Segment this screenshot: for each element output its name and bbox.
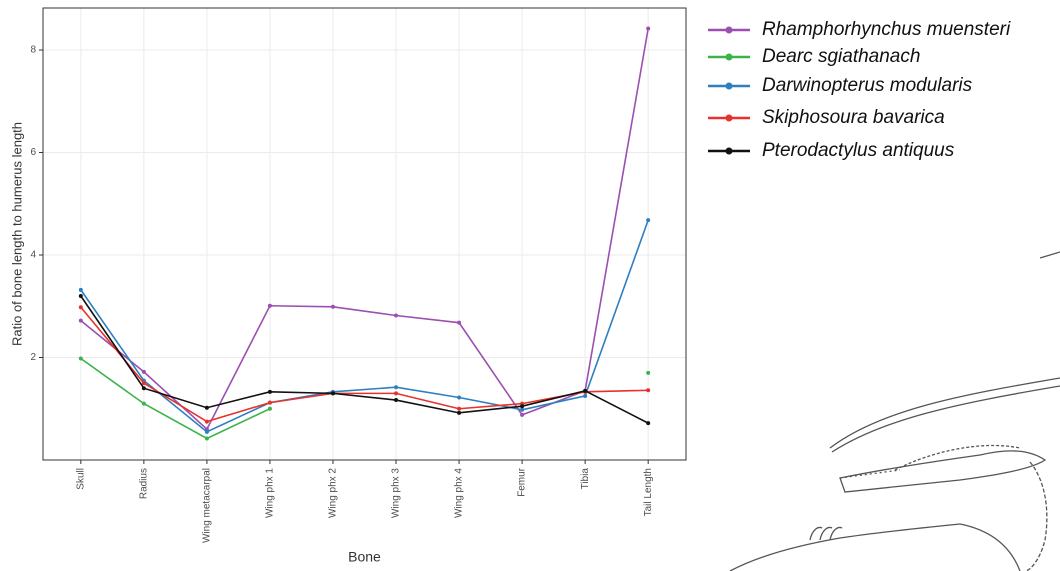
y-tick-label: 8: [30, 45, 36, 56]
data-point: [142, 381, 146, 385]
data-point: [646, 421, 650, 425]
x-tick-label: Skull: [75, 468, 86, 490]
data-point: [394, 313, 398, 317]
legend-key-point: [726, 83, 733, 90]
y-tick-label: 4: [30, 250, 36, 261]
data-point: [142, 386, 146, 390]
data-point: [394, 385, 398, 389]
data-point: [205, 436, 209, 440]
data-point: [79, 357, 83, 361]
x-tick-label: Wing phx 2: [328, 468, 339, 518]
data-point: [268, 304, 272, 308]
data-point: [520, 413, 524, 417]
data-point: [457, 321, 461, 325]
data-point: [205, 430, 209, 434]
legend-key-point: [726, 148, 733, 155]
data-point: [268, 407, 272, 411]
legend-key-point: [726, 115, 733, 122]
x-tick-label: Wing phx 3: [391, 468, 402, 518]
data-point: [394, 391, 398, 395]
data-point: [394, 398, 398, 402]
x-tick-label: Tail Length: [643, 468, 654, 516]
legend-label: Dearc sgiathanach: [762, 46, 920, 67]
data-point: [457, 411, 461, 415]
y-axis-label: Ratio of bone length to humerus length: [9, 122, 24, 346]
data-point: [646, 371, 650, 375]
data-point: [520, 408, 524, 412]
x-axis-label: Bone: [348, 549, 381, 565]
data-point: [142, 402, 146, 406]
x-tick-label: Tibia: [580, 468, 591, 490]
data-point: [79, 288, 83, 292]
data-point: [646, 388, 650, 392]
y-tick-label: 6: [30, 147, 36, 158]
legend-label: Skiphosoura bavarica: [762, 107, 945, 128]
x-tick-label: Wing phx 4: [454, 468, 465, 518]
data-point: [79, 294, 83, 298]
data-point: [142, 370, 146, 374]
chart: 2 4 6 8 Skull Radius Wing metacarpal Wing phx 1…: [0, 0, 1060, 571]
data-point: [205, 406, 209, 410]
data-point: [520, 404, 524, 408]
data-point: [646, 26, 650, 30]
data-point: [583, 389, 587, 393]
legend-key-point: [726, 54, 733, 61]
data-point: [331, 391, 335, 395]
data-point: [268, 390, 272, 394]
data-point: [79, 305, 83, 309]
legend-label: Rhamphorhynchus muensteri: [762, 19, 1011, 40]
x-tick-label: Radius: [139, 468, 150, 499]
legend-label: Darwinopterus modularis: [762, 75, 973, 96]
data-point: [205, 420, 209, 424]
data-point: [331, 305, 335, 309]
y-tick-label: 2: [30, 352, 36, 363]
legend-label: Pterodactylus antiquus: [762, 140, 955, 161]
x-tick-label: Wing metacarpal: [202, 468, 213, 543]
pterosaur-illustration: [730, 252, 1060, 571]
data-point: [457, 407, 461, 411]
x-tick-label: Wing phx 1: [265, 468, 276, 518]
data-point: [646, 218, 650, 222]
legend-key-point: [726, 27, 733, 34]
x-tick-label: Femur: [517, 467, 528, 497]
data-point: [457, 395, 461, 399]
data-point: [268, 401, 272, 405]
data-point: [583, 394, 587, 398]
data-point: [79, 319, 83, 323]
